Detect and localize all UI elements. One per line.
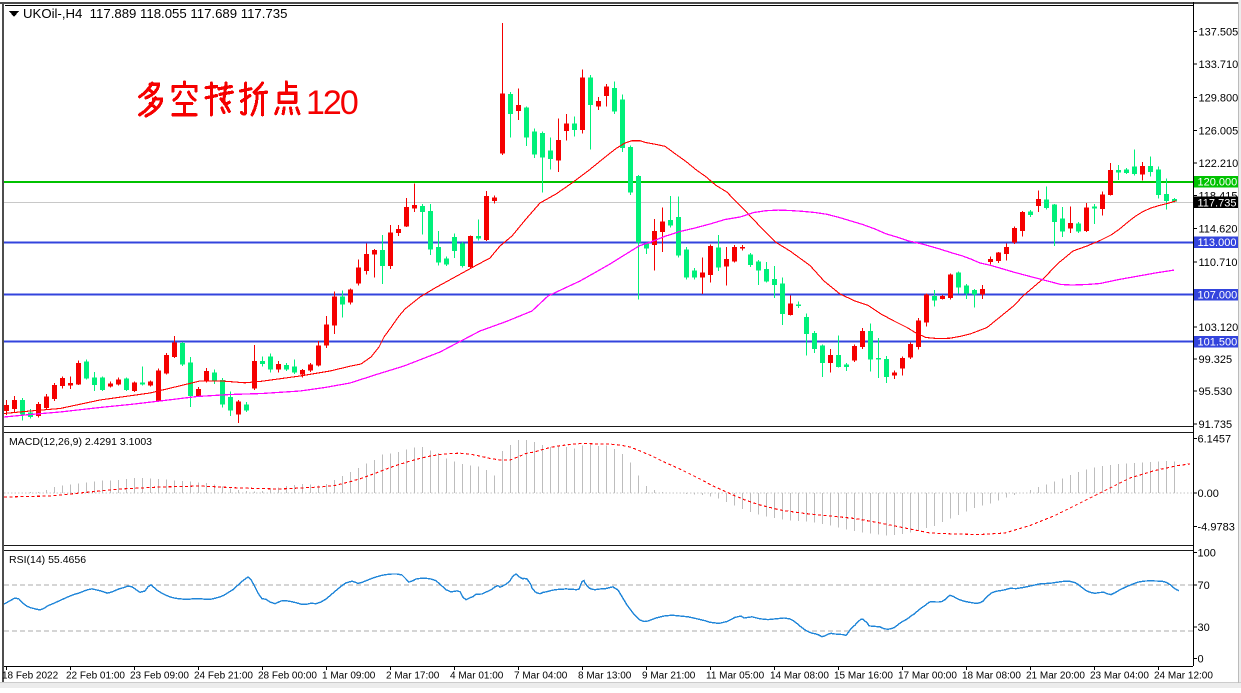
svg-text:114.620: 114.620 xyxy=(1199,224,1238,236)
svg-text:91.735: 91.735 xyxy=(1199,419,1233,431)
svg-text:RSI(14) 55.4656: RSI(14) 55.4656 xyxy=(9,554,86,566)
svg-text:100: 100 xyxy=(1198,548,1216,560)
svg-text:22 Feb 01:00: 22 Feb 01:00 xyxy=(66,671,125,682)
svg-text:101.500: 101.500 xyxy=(1198,337,1238,349)
svg-text:0.00: 0.00 xyxy=(1198,488,1219,500)
svg-text:1 Mar 09:00: 1 Mar 09:00 xyxy=(322,671,376,682)
svg-text:MACD(12,26,9) 2.4291 3.1003: MACD(12,26,9) 2.4291 3.1003 xyxy=(9,436,152,448)
svg-text:122.210: 122.210 xyxy=(1199,158,1239,170)
svg-text:117.735: 117.735 xyxy=(1198,197,1237,209)
svg-text:70: 70 xyxy=(1198,580,1210,592)
svg-text:18 Feb 2022: 18 Feb 2022 xyxy=(2,671,59,682)
svg-text:110.710: 110.710 xyxy=(1199,257,1238,269)
svg-text:23 Mar 04:00: 23 Mar 04:00 xyxy=(1090,671,1149,682)
svg-text:23 Feb 09:00: 23 Feb 09:00 xyxy=(130,671,189,682)
svg-text:133.710: 133.710 xyxy=(1199,59,1239,71)
svg-text:15 Mar 16:00: 15 Mar 16:00 xyxy=(834,671,893,682)
svg-text:24 Mar 12:00: 24 Mar 12:00 xyxy=(1154,671,1213,682)
svg-text:6.1457: 6.1457 xyxy=(1198,434,1232,446)
svg-text:8 Mar 13:00: 8 Mar 13:00 xyxy=(578,671,632,682)
svg-text:UKOil-,H4 117.889 118.055 117: UKOil-,H4 117.889 118.055 117.689 117.73… xyxy=(23,6,287,21)
svg-text:120: 120 xyxy=(306,84,358,122)
svg-text:4 Mar 01:00: 4 Mar 01:00 xyxy=(450,671,504,682)
svg-text:99.325: 99.325 xyxy=(1199,354,1233,366)
svg-text:107.000: 107.000 xyxy=(1198,290,1238,302)
svg-text:103.120: 103.120 xyxy=(1199,322,1239,334)
svg-text:17 Mar 00:00: 17 Mar 00:00 xyxy=(898,671,957,682)
svg-text:21 Mar 20:00: 21 Mar 20:00 xyxy=(1026,671,1085,682)
svg-text:120.000: 120.000 xyxy=(1198,177,1238,189)
svg-text:129.800: 129.800 xyxy=(1199,93,1239,105)
svg-text:113.000: 113.000 xyxy=(1198,237,1237,249)
svg-text:7 Mar 04:00: 7 Mar 04:00 xyxy=(514,671,568,682)
svg-text:11 Mar 05:00: 11 Mar 05:00 xyxy=(706,671,765,682)
svg-text:2 Mar 17:00: 2 Mar 17:00 xyxy=(386,671,440,682)
svg-text:126.005: 126.005 xyxy=(1199,126,1239,138)
svg-text:24 Feb 21:00: 24 Feb 21:00 xyxy=(194,671,253,682)
svg-text:28 Feb 00:00: 28 Feb 00:00 xyxy=(258,671,317,682)
svg-text:95.530: 95.530 xyxy=(1199,386,1233,398)
svg-text:18 Mar 08:00: 18 Mar 08:00 xyxy=(962,671,1021,682)
svg-text:0: 0 xyxy=(1198,654,1204,666)
svg-text:14 Mar 08:00: 14 Mar 08:00 xyxy=(770,671,829,682)
svg-text:9 Mar 21:00: 9 Mar 21:00 xyxy=(642,671,696,682)
svg-text:30: 30 xyxy=(1198,622,1210,634)
svg-text:137.505: 137.505 xyxy=(1199,27,1239,39)
svg-text:-4.9783: -4.9783 xyxy=(1198,522,1235,534)
